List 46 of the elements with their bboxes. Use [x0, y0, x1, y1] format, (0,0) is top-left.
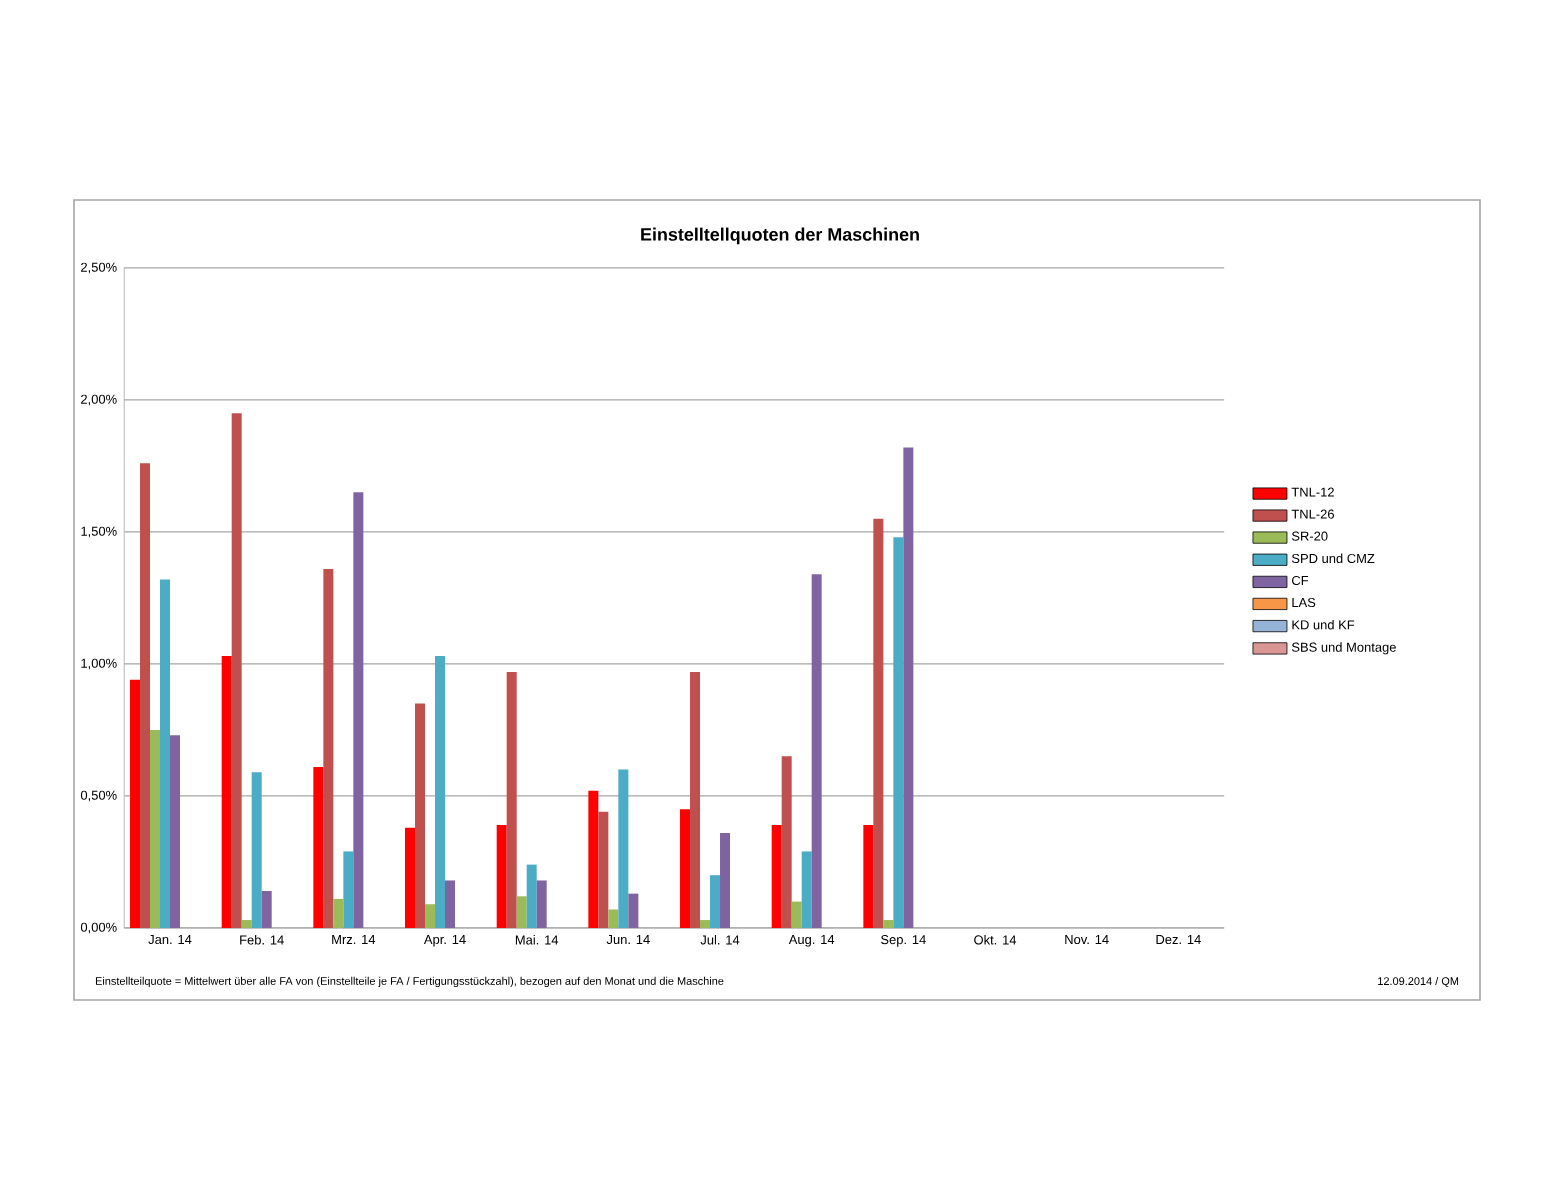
- bar: [903, 447, 914, 928]
- bar: [781, 756, 792, 928]
- bar: [323, 568, 334, 928]
- bar: [811, 574, 822, 928]
- bar: [445, 880, 456, 928]
- bar: [618, 769, 629, 928]
- bar: [140, 463, 151, 928]
- bar: [771, 825, 782, 928]
- bar: [221, 656, 232, 928]
- bar: [150, 729, 161, 928]
- bar: [313, 766, 324, 928]
- bar: [801, 851, 812, 928]
- bar: [241, 920, 252, 928]
- bar: [333, 898, 344, 928]
- bar: [130, 679, 141, 928]
- bar: [536, 880, 547, 928]
- bar: [893, 537, 904, 928]
- bar: [261, 891, 272, 928]
- bar: [680, 809, 691, 928]
- bar: [608, 909, 619, 928]
- bar: [435, 656, 446, 928]
- bar: [710, 875, 721, 928]
- bar: [863, 825, 874, 928]
- bar: [588, 790, 599, 928]
- bar: [883, 920, 894, 928]
- bar: [700, 920, 711, 928]
- bar: [791, 901, 802, 928]
- bar: [425, 904, 436, 928]
- bar: [496, 825, 507, 928]
- bar: [690, 671, 701, 928]
- bar: [415, 703, 426, 928]
- bar: [160, 579, 171, 928]
- bar: [526, 864, 537, 928]
- chart-title: Einstelltellquoten der Maschinen: [641, 227, 919, 245]
- bar: [251, 772, 262, 928]
- bar: [353, 492, 364, 928]
- bar: [231, 413, 242, 928]
- bar: [873, 518, 884, 928]
- bar: [170, 735, 181, 928]
- bar: [405, 827, 416, 928]
- bar: [598, 811, 609, 928]
- bar: [506, 671, 517, 928]
- bar: [516, 896, 527, 928]
- bar: [720, 832, 731, 928]
- bar: [343, 851, 354, 928]
- bar: [628, 893, 639, 928]
